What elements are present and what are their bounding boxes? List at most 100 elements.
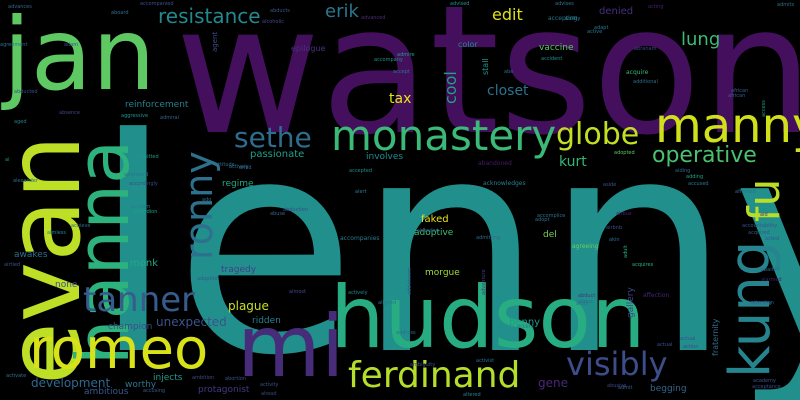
word-admire: admire bbox=[397, 52, 415, 58]
word-lung: lung bbox=[681, 29, 721, 50]
word-awaited: awaited bbox=[760, 267, 780, 273]
word-vaccine: vaccine bbox=[539, 43, 574, 53]
word-accused: accused bbox=[688, 181, 709, 187]
word-globe: globe bbox=[556, 117, 640, 152]
word-champion: champion bbox=[108, 322, 153, 332]
word-aimless: aimless bbox=[47, 230, 66, 236]
word-abandoned: abandoned bbox=[478, 160, 512, 167]
word-admitted: admitted bbox=[136, 154, 159, 160]
word-ronny: ronny bbox=[177, 151, 221, 260]
word-accomplice: accomplice bbox=[537, 213, 566, 219]
word-ambitious: ambitious bbox=[84, 387, 129, 397]
word-aid: aid bbox=[760, 212, 768, 218]
word-attention: attention bbox=[751, 300, 774, 306]
word-plague: plague bbox=[228, 299, 269, 313]
word-academy: academy bbox=[753, 378, 776, 384]
word-achieve: achieve bbox=[71, 223, 91, 229]
word-denied: denied bbox=[599, 6, 634, 17]
word-akin: akin bbox=[609, 237, 620, 243]
word-accompanied: accompanied bbox=[140, 1, 174, 7]
word-stall: stall bbox=[481, 58, 490, 75]
word-advises: advises bbox=[555, 1, 574, 7]
word-agent: agent bbox=[211, 31, 219, 52]
word-advised: advised bbox=[450, 1, 470, 7]
word-awakes: awakes bbox=[14, 250, 48, 260]
word-absence: absence bbox=[59, 110, 80, 116]
word-watson: watson bbox=[175, 0, 800, 174]
word-benny: benny bbox=[509, 317, 541, 328]
word-agreement: agreement bbox=[0, 42, 28, 48]
word-aside: aside bbox=[603, 182, 617, 188]
word-adventure: adventure bbox=[481, 269, 487, 295]
word-accepting: accepting bbox=[548, 15, 578, 22]
word-actual: actual bbox=[680, 336, 696, 342]
word-tax: tax bbox=[389, 91, 412, 107]
word-visibly: visibly bbox=[566, 345, 668, 383]
word-resistance: resistance bbox=[158, 4, 261, 28]
word-abuse: abuse bbox=[270, 211, 286, 217]
word-afterward: afterward bbox=[124, 172, 149, 178]
word-admits: admits bbox=[777, 2, 795, 8]
word-none: none bbox=[55, 280, 78, 290]
word-reinforcement: reinforcement bbox=[125, 100, 189, 110]
word-advances: advances bbox=[8, 4, 32, 10]
word-del: del bbox=[543, 230, 557, 240]
word-injects: injects bbox=[153, 373, 183, 383]
word-agreeing: agreeing bbox=[572, 243, 599, 250]
word-color: color bbox=[458, 40, 478, 49]
word-jan: jan bbox=[3, 0, 156, 113]
word-operative: operative bbox=[652, 143, 757, 168]
word-admiral: admiral bbox=[160, 115, 180, 121]
word-accompany: accompany bbox=[374, 57, 403, 63]
word-monastery: monastery bbox=[331, 111, 557, 160]
word-abandon: abandon bbox=[417, 228, 439, 234]
word-ambiguity: ambiguity bbox=[410, 362, 436, 368]
word-ferdinand: ferdinand bbox=[348, 355, 521, 396]
word-unexpected: unexpected bbox=[156, 315, 227, 329]
word-involves: involves bbox=[366, 152, 404, 162]
word-accident: accident bbox=[541, 56, 563, 62]
word-abe: abe bbox=[504, 69, 514, 75]
word-kurt: kurt bbox=[559, 154, 587, 170]
word-acknowledges: acknowledges bbox=[483, 180, 526, 187]
word-alarmed: alarmed bbox=[761, 277, 782, 283]
word-active: active bbox=[587, 29, 603, 35]
word-airtied: airtied bbox=[4, 262, 21, 268]
word-closet: closet bbox=[487, 83, 529, 99]
word-cool: cool bbox=[441, 71, 460, 104]
word-adam: adam bbox=[64, 42, 79, 48]
word-acquires: acquires bbox=[632, 262, 654, 268]
word-manny: manny bbox=[655, 98, 800, 154]
word-protagonist: protagonist bbox=[198, 385, 250, 395]
word-accusing: accusing bbox=[143, 388, 166, 394]
word-aiding: aiding bbox=[675, 168, 691, 174]
word-begging: begging bbox=[650, 384, 687, 394]
word-hudson: hudson bbox=[330, 268, 646, 368]
word-aligned: aligned bbox=[378, 300, 397, 306]
word-advanced: advanced bbox=[361, 15, 386, 21]
word-adolescent: adolescent bbox=[407, 267, 413, 295]
word-accordion: accordion bbox=[133, 209, 158, 215]
word-admit: admit bbox=[618, 385, 633, 391]
word-tragedy: tragedy bbox=[221, 265, 257, 275]
word-admitting: admitting bbox=[476, 235, 501, 241]
word-sethe: sethe bbox=[234, 121, 312, 154]
word-abducts: abducts bbox=[270, 8, 290, 14]
word-actively: actively bbox=[348, 290, 368, 296]
word-affair: affair bbox=[576, 301, 590, 307]
word-accept: accept bbox=[393, 69, 410, 75]
word-kung: kung bbox=[718, 240, 783, 378]
word-abduction: abduction bbox=[283, 207, 308, 213]
word-address: address bbox=[396, 330, 416, 336]
word-attitude: attitude bbox=[215, 162, 235, 168]
word-acted: acted bbox=[765, 236, 780, 242]
word-epilogue: epilogue bbox=[291, 44, 326, 53]
word-accordingly: accordingly bbox=[129, 181, 158, 187]
word-ability: ability bbox=[565, 16, 581, 22]
word-activist: activist bbox=[476, 358, 495, 364]
word-alert: alert bbox=[355, 189, 367, 195]
word-ahead: ahead bbox=[261, 391, 277, 397]
word-ambition: ambition bbox=[192, 375, 215, 381]
word-activity: activity bbox=[260, 382, 279, 388]
